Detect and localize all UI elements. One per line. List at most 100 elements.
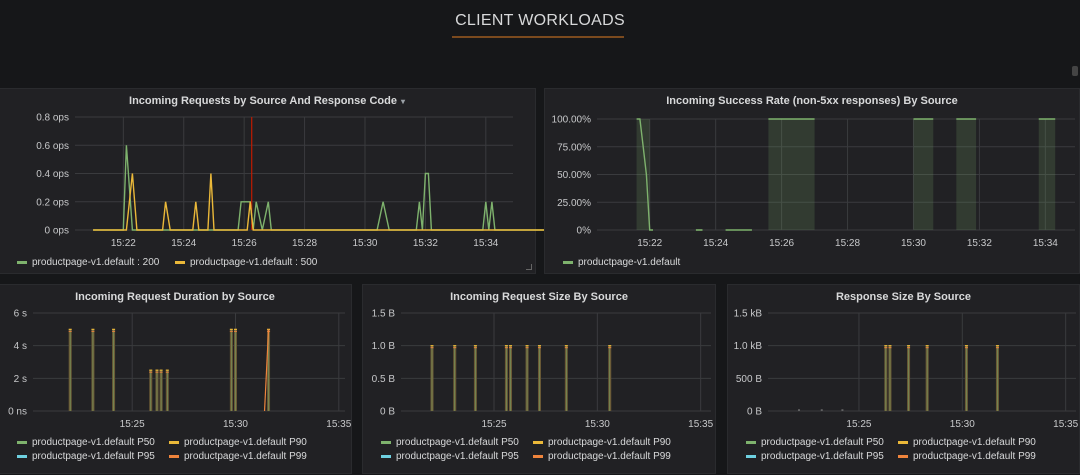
x-tick-label: 15:22: [111, 238, 136, 249]
bar: [155, 369, 159, 411]
x-tick-label: 15:34: [1033, 238, 1058, 249]
bar: [995, 345, 999, 411]
x-tick-label: 15:30: [950, 419, 975, 430]
panel-incoming-requests[interactable]: Incoming Requests by Source And Response…: [0, 88, 547, 274]
y-tick-label: 2 s: [14, 374, 27, 385]
bar: [453, 345, 457, 411]
x-tick-label: 15:30: [352, 238, 377, 249]
chart-incoming-requests: 0 ops 0.2 ops 0.4 ops 0.6 ops 0.8 ops 15:22 15…: [36, 113, 547, 249]
legend-label: productpage-v1.default P90: [913, 437, 1036, 448]
legend-label: productpage-v1.default P50: [761, 437, 884, 448]
panel-response-size[interactable]: Response Size By Source 0 B 500 B 1.0 kB 1.…: [727, 284, 1080, 474]
y-tick-label: 0 B: [747, 407, 762, 418]
panel-request-duration[interactable]: Incoming Request Duration by Source 0 ns…: [0, 284, 352, 474]
x-tick-label: 15:34: [473, 238, 498, 249]
legend-item[interactable]: productpage-v1.default P90: [169, 437, 307, 448]
legend-item[interactable]: productpage-v1.default P90: [898, 437, 1036, 448]
y-tick-label: 6 s: [14, 309, 27, 320]
legend-item[interactable]: productpage-v1.default P99: [533, 451, 671, 462]
panel-request-size[interactable]: Incoming Request Size By Source 0 B 0.5 B…: [362, 284, 716, 474]
bar: [509, 345, 513, 411]
panel-title-success-rate[interactable]: Incoming Success Rate (non-5xx responses…: [666, 95, 958, 107]
bar: [964, 345, 968, 411]
x-tick-label: 15:30: [901, 238, 926, 249]
bar: [430, 345, 434, 411]
x-tick-label: 15:24: [171, 238, 196, 249]
grid: [401, 312, 711, 412]
x-tick-label: 15:22: [637, 238, 662, 249]
legend-item[interactable]: productpage-v1.default: [563, 257, 680, 268]
legend-item[interactable]: productpage-v1.default P90: [533, 437, 671, 448]
series-line: [93, 145, 547, 231]
legend-item[interactable]: productpage-v1.default P99: [169, 451, 307, 462]
y-tick-label: 1.0 B: [372, 341, 396, 352]
area-band: [768, 119, 815, 230]
panel-title-request-size[interactable]: Incoming Request Size By Source: [450, 291, 628, 303]
area-band: [1038, 119, 1056, 230]
panel-title-request-duration[interactable]: Incoming Request Duration by Source: [75, 291, 275, 303]
bar: [608, 345, 612, 411]
panel-title-response-size[interactable]: Response Size By Source: [835, 291, 972, 303]
scroll-handle[interactable]: [1072, 66, 1078, 76]
dashboard-title[interactable]: CLIENT WORKLOADS: [455, 12, 625, 29]
x-tick-label: 15:25: [481, 419, 506, 430]
grid: [75, 116, 513, 231]
y-tick-label: 0%: [577, 226, 592, 237]
y-tick-label: 0 ops: [45, 226, 69, 237]
legend-item[interactable]: productpage-v1.default P50: [746, 437, 884, 448]
legend-label: productpage-v1.default P99: [913, 451, 1036, 462]
legend-swatch: [17, 440, 27, 444]
legend-swatch: [533, 454, 543, 458]
legend-swatch: [746, 440, 756, 444]
bar: [504, 345, 508, 411]
x-tick-label: 15:35: [688, 419, 713, 430]
legend-label: productpage-v1.default: [578, 257, 681, 268]
legend-item[interactable]: productpage-v1.default P99: [898, 451, 1036, 462]
x-tick-label: 15:35: [326, 419, 351, 430]
area-band: [913, 119, 934, 230]
x-tick-label: 15:26: [232, 238, 257, 249]
bar: [112, 328, 116, 411]
y-tick-label: 500 B: [736, 374, 762, 385]
chevron-down-icon[interactable]: ▾: [400, 97, 405, 106]
y-tick-label: 0 B: [380, 407, 395, 418]
bar: [888, 345, 892, 411]
x-tick-label: 15:30: [585, 419, 610, 430]
y-tick-label: 25.00%: [557, 198, 591, 209]
bar: [165, 369, 169, 411]
legend-swatch: [381, 440, 391, 444]
x-tick-label: 15:24: [703, 238, 728, 249]
chart-success-rate: 0% 25.00% 50.00% 75.00% 100.00% 15:22 15:24 15:…: [552, 115, 1075, 249]
legend-label: productpage-v1.default P95: [32, 451, 155, 462]
legend-swatch: [746, 454, 756, 458]
panel-success-rate[interactable]: Incoming Success Rate (non-5xx responses…: [544, 88, 1080, 274]
y-tick-label: 75.00%: [557, 142, 591, 153]
bar: [925, 345, 929, 411]
panel-title-incoming-requests[interactable]: Incoming Requests by Source And Response…: [129, 95, 397, 107]
y-tick-label: 0 ns: [8, 407, 27, 418]
grid: [768, 312, 1076, 412]
resize-handle[interactable]: [526, 264, 532, 270]
legend-item[interactable]: productpage-v1.default P95: [381, 451, 519, 462]
legend-item[interactable]: productpage-v1.default P95: [17, 451, 155, 462]
area-band: [956, 119, 977, 230]
chart-request-duration: 0 ns 2 s 4 s 6 s 15:25 15:30 15:35: [8, 309, 352, 431]
series-line: [636, 118, 653, 231]
y-tick-label: 4 s: [14, 341, 27, 352]
bar: [884, 345, 888, 411]
legend-swatch: [898, 454, 908, 458]
title-underline: [452, 36, 624, 38]
area-band: [636, 119, 650, 230]
legend-label: productpage-v1.default P50: [32, 437, 155, 448]
bar: [525, 345, 529, 411]
legend-item[interactable]: productpage-v1.default : 500: [175, 257, 317, 268]
legend-item[interactable]: productpage-v1.default P50: [381, 437, 519, 448]
bar: [907, 345, 911, 411]
legend-item[interactable]: productpage-v1.default P50: [17, 437, 155, 448]
bar: [564, 345, 568, 411]
legend-swatch: [381, 454, 391, 458]
legend-item[interactable]: productpage-v1.default : 200: [17, 257, 159, 268]
legend-item[interactable]: productpage-v1.default P95: [746, 451, 884, 462]
legend-label: productpage-v1.default P95: [396, 451, 519, 462]
y-tick-label: 1.0 kB: [734, 341, 763, 352]
